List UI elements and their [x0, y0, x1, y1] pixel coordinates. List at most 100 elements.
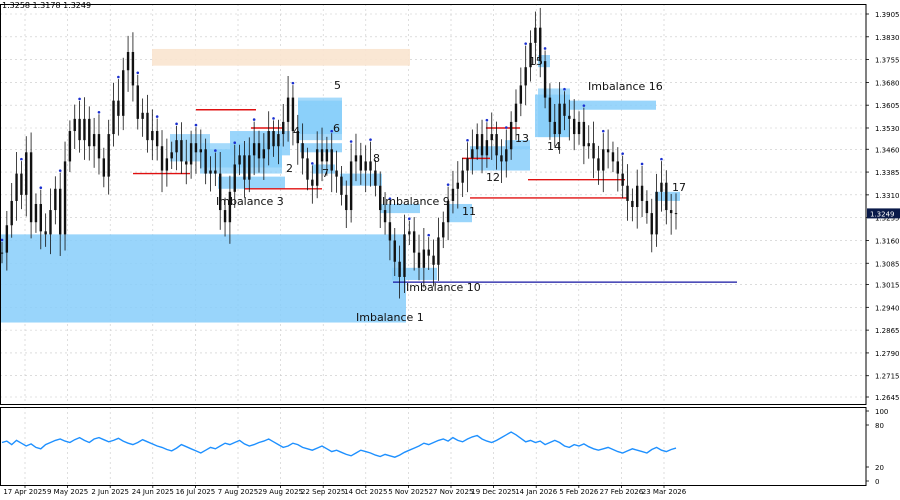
zone-labels: Imbalance 1 2 Imbalance 3 4 5 6 7 8 Imbalance 9 I…	[216, 55, 686, 324]
oscillator-series	[1, 431, 677, 458]
fractal-dot	[330, 129, 334, 133]
price-bar-body	[49, 210, 52, 235]
x-tick-label: 27 Feb 2026	[600, 488, 644, 496]
price-bar-body	[514, 103, 518, 122]
fractal-dot	[504, 126, 508, 129]
y-tick-label: 1.2865	[875, 327, 900, 335]
y-tick-label: 1.3605	[875, 102, 900, 110]
fractal-dot	[369, 138, 372, 141]
fractal-dot	[660, 157, 663, 161]
fractal-dot	[0, 238, 4, 242]
price-bar-body	[117, 100, 120, 116]
y-tick-label: 1.3385	[875, 169, 900, 177]
zone-label: 17	[672, 181, 686, 194]
price-bar-body	[73, 118, 76, 132]
price-bar-body	[306, 158, 309, 180]
price-bar-body	[354, 155, 358, 162]
price-bar-body	[437, 237, 440, 265]
fractal-dot	[563, 87, 566, 91]
price-bar-body	[54, 188, 57, 211]
price-bar-body	[636, 185, 639, 208]
zone-label: 4	[293, 125, 300, 138]
price-bar-body	[340, 176, 343, 195]
zone-label: 14	[547, 140, 561, 153]
price-bar-body	[315, 149, 319, 186]
price-bar-body	[582, 121, 586, 147]
price-bar-body	[63, 161, 67, 235]
y-tick-label: 1.3085	[875, 260, 900, 268]
fractal-dot	[97, 111, 101, 114]
x-tick-label: 16 Jul 2025	[176, 488, 216, 496]
y-tick-label: 1.2940	[875, 304, 900, 312]
y-tick-label: 1.3830	[875, 34, 900, 42]
imbalance-zone	[392, 267, 437, 280]
price-bar-body	[277, 134, 280, 147]
price-bar-body	[393, 240, 396, 262]
price-bar-body	[631, 200, 634, 208]
price-bar-body	[131, 51, 135, 86]
price-bar-body	[490, 134, 493, 141]
price-bar-body	[311, 179, 314, 186]
x-tick-label: 5 Nov 2025	[388, 488, 428, 496]
price-bar-body	[204, 149, 207, 174]
price-bar-body	[175, 140, 178, 153]
price-bar-body	[286, 97, 290, 122]
price-bar-body	[500, 155, 503, 162]
y-tick-label: 1.3460	[875, 146, 900, 154]
price-bar-body	[335, 170, 338, 177]
fractal-dot	[621, 152, 624, 155]
price-bar-body	[248, 155, 251, 180]
price-bar-body	[233, 164, 236, 192]
price-bar-body	[665, 182, 668, 211]
price-bar-body	[669, 210, 673, 214]
fractal-dot	[388, 197, 392, 200]
y-tick-label: 1.3235	[875, 215, 900, 223]
price-bar-body	[369, 161, 372, 171]
osc-tick-label: 100	[875, 408, 888, 416]
zone-label: 15	[529, 55, 543, 68]
price-bar-body	[78, 118, 81, 141]
zone-label: Imbalance 3	[216, 195, 284, 208]
osc-tick-label: 0	[875, 478, 879, 486]
price-bar-body	[20, 173, 23, 195]
fractal-dot	[640, 162, 644, 166]
price-bar-body	[44, 231, 47, 235]
price-bar-body	[296, 131, 299, 144]
imbalance-zone	[300, 143, 342, 153]
price-bar-body	[383, 210, 387, 223]
x-tick-label: 24 Jun 2025	[132, 488, 174, 496]
price-bar-body	[529, 42, 532, 68]
imbalance-zone	[218, 176, 285, 189]
price-bar-body	[102, 158, 106, 177]
price-bar-body	[422, 249, 426, 268]
fractal-dot	[233, 141, 237, 145]
price-bar-body	[509, 121, 513, 150]
price-bar-body	[320, 149, 324, 162]
axes: 1.3905 1.3830 1.3755 1.3680 1.3605 1.3530 1.34…	[0, 4, 900, 496]
price-bar-body	[194, 143, 198, 153]
price-bar-body	[34, 203, 38, 223]
x-tick-label: 29 Aug 2025	[258, 488, 303, 496]
grid-lines	[0, 4, 866, 485]
x-tick-label: 7 Aug 2025	[218, 488, 258, 496]
price-bar-body	[577, 121, 581, 135]
fractal-dot	[155, 115, 159, 118]
zone-label: Imbalance 16	[588, 80, 663, 93]
fractal-dot	[582, 104, 586, 107]
resistance-zone	[152, 48, 410, 66]
price-bar-body	[519, 85, 523, 104]
imbalance-zone	[570, 100, 656, 110]
fractal-dot	[175, 122, 178, 126]
price-bar-body	[427, 249, 430, 256]
price-bar-body	[345, 194, 348, 211]
price-bar-body	[558, 103, 561, 135]
price-bar-body	[185, 161, 188, 165]
price-bar-body	[228, 191, 232, 223]
price-bar-body	[267, 131, 270, 150]
fractal-dot	[485, 118, 489, 122]
price-bar-body	[141, 112, 144, 119]
price-bar-body	[5, 225, 9, 253]
fractal-dot	[20, 157, 23, 161]
price-bar-body	[15, 173, 18, 201]
current-price-tag	[867, 208, 900, 219]
